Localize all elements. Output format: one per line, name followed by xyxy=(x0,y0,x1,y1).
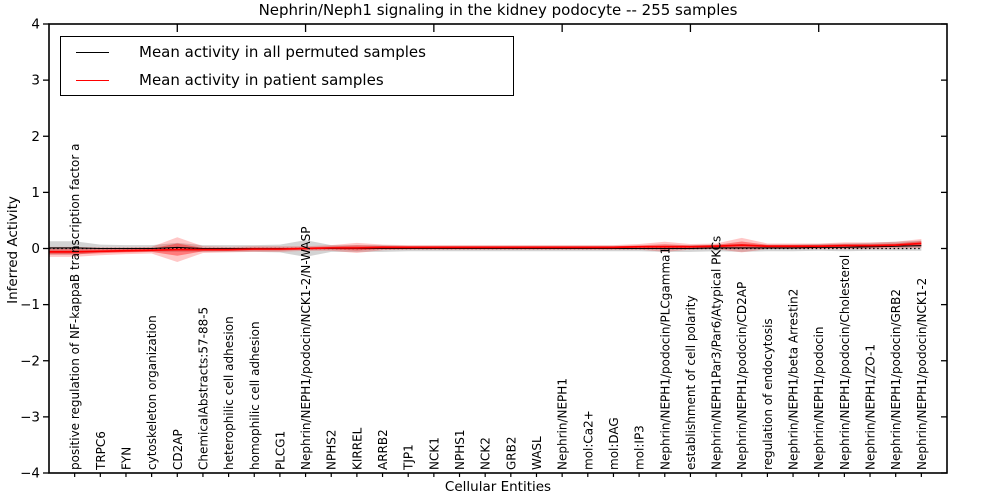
x-axis-label: Cellular Entities xyxy=(444,479,552,495)
x-tick-label: cytoskeleton organization xyxy=(145,315,159,470)
legend: Mean activity in all permuted samples Me… xyxy=(60,36,514,96)
x-tick-label: heterophilic cell adhesion xyxy=(222,316,236,470)
x-tick-label: NCK2 xyxy=(479,437,493,470)
chart-title: Nephrin/Neph1 signaling in the kidney po… xyxy=(258,1,738,19)
patient-line-sample-icon xyxy=(76,79,109,81)
x-tick-label: establishment of cell polarity xyxy=(684,295,698,470)
x-tick-label: Nephrin/NEPH1/podocin/GRB2 xyxy=(889,289,903,470)
x-axis-category-labels: positive regulation of NF-kappaB transcr… xyxy=(68,144,929,471)
x-tick-label: NCK1 xyxy=(427,437,441,470)
x-tick-label: Nephrin/NEPH1/podocin/NCK1-2 xyxy=(915,278,929,470)
x-tick-label: TRPC6 xyxy=(94,431,108,471)
x-tick-label: Nephrin/NEPH1/podocin/Cholesterol xyxy=(838,255,852,470)
x-tick-label: Nephrin/NEPH1/ZO-1 xyxy=(864,344,878,470)
x-tick-label: Nephrin/NEPH1/podocin xyxy=(812,327,826,470)
legend-item-patient: Mean activity in patient samples xyxy=(61,67,513,93)
x-tick-label: Nephrin/NEPH1/podocin/NCK1-2/N-WASP xyxy=(299,227,313,470)
x-tick-label: GRB2 xyxy=(504,436,518,470)
x-tick-label: NPHS1 xyxy=(453,430,467,471)
y-tick-label: −2 xyxy=(20,353,40,369)
x-tick-label: Nephrin/NEPH1/podocin/PLCgamma1 xyxy=(658,247,672,470)
y-axis-ticks: 4 3 2 1 0 −1 −2 −3 −4 xyxy=(20,17,947,482)
x-tick-label: FYN xyxy=(119,447,133,470)
y-tick-label: 0 xyxy=(31,241,40,257)
x-tick-label: mol:IP3 xyxy=(633,425,647,470)
x-tick-label: Nephrin/NEPH1/podocin/CD2AP xyxy=(735,282,749,470)
x-tick-label: WASL xyxy=(530,436,544,470)
permuted-line-sample-icon xyxy=(76,51,109,53)
legend-item-permuted: Mean activity in all permuted samples xyxy=(61,39,513,65)
x-tick-label: ARRB2 xyxy=(376,429,390,470)
x-tick-label: CD2AP xyxy=(171,429,185,470)
x-tick-label: positive regulation of NF-kappaB transcr… xyxy=(68,144,82,470)
x-tick-label: PLCG1 xyxy=(273,431,287,470)
x-axis-ticks-bottom xyxy=(74,473,922,477)
x-tick-label: mol:DAG xyxy=(607,417,621,470)
legend-label-permuted: Mean activity in all permuted samples xyxy=(139,43,426,61)
x-tick-label: KIRREL xyxy=(350,427,364,470)
permuted-mean-line xyxy=(49,245,922,250)
x-tick-label: Nephrin/NEPH1/beta Arrestin2 xyxy=(787,289,801,470)
y-tick-label: −3 xyxy=(20,409,40,425)
x-tick-label: regulation of endocytosis xyxy=(761,318,775,470)
legend-label-patient: Mean activity in patient samples xyxy=(139,71,384,89)
x-tick-label: ChemicalAbstracts:57-88-5 xyxy=(196,307,210,470)
y-tick-label: 1 xyxy=(31,185,40,201)
x-tick-label: homophilic cell adhesion xyxy=(248,321,262,470)
y-tick-label: −1 xyxy=(20,297,40,313)
y-tick-label: 2 xyxy=(31,129,40,145)
x-tick-label: Nephrin/NEPH1 xyxy=(556,378,570,470)
y-tick-label: −4 xyxy=(20,466,40,482)
x-tick-label: mol:Ca2+ xyxy=(581,410,595,470)
y-tick-label: 3 xyxy=(31,73,40,89)
y-tick-label: 4 xyxy=(31,17,40,33)
patient-mean-line xyxy=(49,242,922,253)
x-tick-label: NPHS2 xyxy=(325,430,339,471)
x-tick-label: Nephrin/NEPH1Par3/Par6/Atypical PKCs xyxy=(710,236,724,470)
y-axis-label: Inferred Activity xyxy=(5,196,21,304)
x-tick-label: TJP1 xyxy=(402,444,416,471)
x-major-ticks-top xyxy=(176,24,820,32)
